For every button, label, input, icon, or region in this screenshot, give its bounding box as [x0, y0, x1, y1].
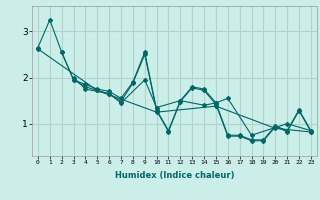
X-axis label: Humidex (Indice chaleur): Humidex (Indice chaleur): [115, 171, 234, 180]
